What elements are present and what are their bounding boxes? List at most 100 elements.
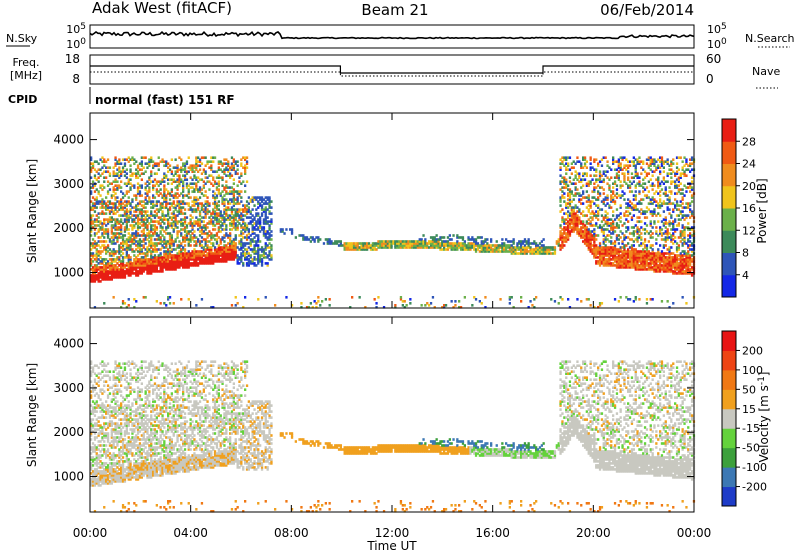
heatmap-cell — [251, 228, 254, 231]
heatmap-cell — [615, 192, 619, 195]
heatmap-cell — [91, 164, 95, 167]
heatmap-cell — [206, 196, 209, 199]
heatmap-cell — [225, 254, 228, 257]
heatmap-cell — [647, 252, 650, 255]
heatmap-cell — [645, 248, 649, 251]
heatmap-cell — [140, 268, 143, 271]
heatmap-cell — [245, 208, 249, 211]
heatmap-cell — [176, 202, 179, 205]
heatmap-cell — [642, 258, 645, 261]
heatmap-cell — [95, 218, 98, 221]
heatmap-cell — [123, 302, 127, 305]
heatmap-cell — [668, 200, 671, 203]
heatmap-cell — [227, 254, 230, 257]
heatmap-cell — [189, 220, 192, 223]
heatmap-cell — [638, 234, 641, 237]
heatmap-cell — [101, 222, 104, 225]
heatmap-cell — [155, 214, 158, 217]
heatmap-cell — [664, 230, 667, 233]
heatmap-cell — [640, 258, 643, 261]
heatmap-cell — [140, 216, 143, 219]
heatmap-cell — [565, 168, 568, 171]
heatmap-cell — [505, 244, 508, 247]
heatmap-cell — [503, 244, 506, 247]
heatmap-cell — [236, 246, 239, 249]
heatmap-cell — [136, 202, 140, 205]
heatmap-cell — [142, 296, 145, 299]
heatmap-cell — [461, 242, 465, 245]
heatmap-cell — [643, 250, 647, 253]
heatmap-cell — [91, 166, 95, 169]
heatmap-cell — [645, 252, 649, 255]
heatmap-cell — [664, 258, 667, 261]
heatmap-cell — [634, 206, 637, 209]
heatmap-cell — [259, 254, 262, 257]
heatmap-cell — [621, 266, 624, 269]
heatmap-cell — [576, 224, 579, 227]
heatmap-cell — [245, 204, 249, 207]
heatmap-cell — [621, 240, 624, 243]
heatmap-cell — [219, 210, 222, 213]
heatmap-cell — [91, 220, 95, 223]
heatmap-cell — [270, 234, 273, 237]
heatmap-cell — [136, 220, 140, 223]
heatmap-cell — [97, 250, 100, 253]
heatmap-cell — [660, 220, 664, 223]
heatmap-cell — [257, 246, 260, 249]
heatmap-cell — [187, 264, 190, 267]
heatmap-cell — [632, 264, 635, 267]
heatmap-cell — [568, 188, 572, 191]
heatmap-cell — [491, 248, 495, 251]
heatmap-cell — [136, 246, 140, 249]
heatmap-cell — [578, 200, 581, 203]
heatmap-cell — [264, 202, 267, 205]
heatmap-cell — [225, 192, 228, 195]
heatmap-cell — [583, 162, 587, 165]
heatmap-cell — [647, 254, 650, 257]
heatmap-cell — [617, 214, 620, 217]
heatmap-cell — [262, 256, 266, 259]
heatmap-cell — [180, 180, 183, 183]
heatmap-cell — [636, 160, 639, 163]
heatmap-cell — [97, 276, 100, 279]
heatmap-cell — [424, 240, 427, 243]
heatmap-cell — [439, 244, 442, 247]
heatmap-cell — [593, 186, 596, 189]
heatmap-cell — [613, 298, 617, 301]
heatmap-cell — [260, 200, 264, 203]
heatmap-cell — [172, 178, 175, 181]
heatmap-cell — [148, 258, 151, 261]
heatmap-cell — [195, 242, 198, 245]
heatmap-cell — [458, 246, 461, 249]
heatmap-cell — [253, 198, 256, 201]
heatmap-cell — [420, 244, 423, 247]
heatmap-cell — [178, 244, 181, 247]
heatmap-cell — [133, 232, 136, 235]
heatmap-cell — [501, 244, 504, 247]
heatmap-cell — [240, 212, 243, 215]
heatmap-cell — [200, 220, 204, 223]
heatmap-cell — [213, 196, 217, 199]
heatmap-cell — [347, 246, 350, 249]
heatmap-cell — [598, 176, 602, 179]
heatmap-cell — [244, 168, 247, 171]
heatmap-cell — [227, 218, 230, 221]
heatmap-cell — [418, 240, 421, 243]
heatmap-cell — [632, 260, 635, 263]
heatmap-cell — [163, 242, 166, 245]
heatmap-cell — [144, 258, 147, 261]
heatmap-cell — [563, 230, 566, 233]
heatmap-cell — [572, 182, 575, 185]
heatmap-cell — [93, 266, 97, 269]
heatmap-cell — [255, 222, 258, 225]
heatmap-cell — [347, 248, 350, 251]
heatmap-cell — [187, 196, 190, 199]
heatmap-cell — [655, 264, 658, 267]
heatmap-cell — [563, 164, 566, 167]
heatmap-cell — [140, 212, 143, 215]
heatmap-cell — [195, 222, 198, 225]
heatmap-cell — [606, 212, 609, 215]
heatmap-cell — [148, 230, 151, 233]
heatmap-cell — [653, 220, 656, 223]
heatmap-cell — [210, 258, 213, 261]
